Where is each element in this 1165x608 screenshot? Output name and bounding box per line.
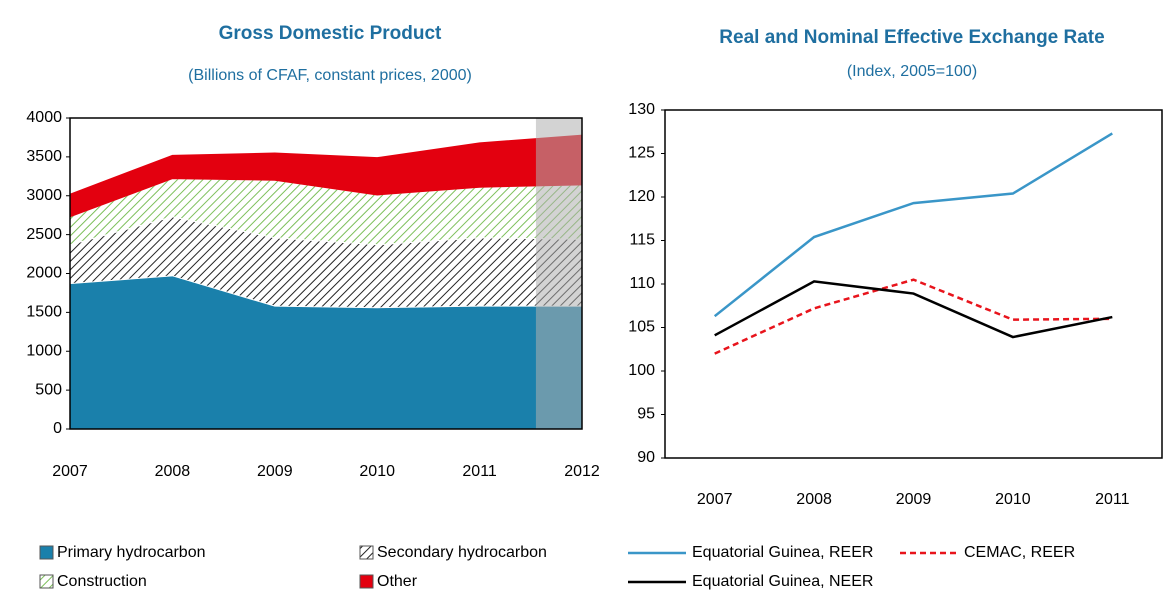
- x-tick-label: 2010: [359, 463, 395, 480]
- legend-label: Construction: [57, 573, 147, 590]
- line: [714, 278, 1113, 355]
- chart-title: Gross Domestic Product: [219, 23, 442, 44]
- y-tick-label: 90: [637, 449, 655, 466]
- y-tick-label: 125: [628, 145, 655, 162]
- plots: 0 500 1000 1500 2000 2500 3000 3500 4000 2007 2008…: [26, 101, 1163, 590]
- x-tick-label: 2010: [995, 491, 1031, 508]
- y-tick-label: 120: [628, 188, 655, 205]
- y-tick-label: 115: [629, 232, 655, 249]
- legend-swatch: [39, 545, 54, 560]
- legend-label: Equatorial Guinea, NEER: [692, 573, 873, 590]
- x-tick-label: 2011: [462, 463, 497, 480]
- legend-swatch: [359, 545, 374, 560]
- y-tick-label: 3500: [26, 148, 62, 165]
- legend-label: Primary hydrocarbon: [57, 544, 206, 561]
- y-tick-label: 130: [628, 101, 655, 118]
- y-tick-label: 105: [628, 319, 655, 336]
- y-tick-label: 1000: [26, 342, 62, 359]
- y-tick-label: 500: [35, 381, 62, 398]
- legend-swatch: [359, 574, 374, 589]
- chart-subtitle: (Index, 2005=100): [847, 63, 977, 80]
- legend-label: Other: [377, 573, 418, 590]
- y-tick-label: 1500: [26, 304, 62, 321]
- chart-title: Real and Nominal Effective Exchange Rate: [719, 27, 1104, 48]
- line: [714, 280, 1113, 339]
- legend-label: Equatorial Guinea, REER: [692, 544, 873, 561]
- y-tick-label: 2500: [26, 226, 62, 243]
- plot-frame: [69, 117, 583, 430]
- x-tick-label: 2008: [796, 491, 832, 508]
- legend-label: Secondary hydrocarbon: [377, 544, 547, 561]
- y-tick-label: 95: [637, 406, 655, 423]
- projection-shade: [535, 118, 582, 429]
- line: [713, 132, 1113, 318]
- y-tick-label: 3000: [26, 187, 62, 204]
- x-tick-label: 2012: [564, 463, 600, 480]
- x-tick-label: 2011: [1095, 491, 1130, 508]
- y-tick-label: 0: [53, 420, 62, 437]
- y-tick-label: 110: [629, 275, 655, 292]
- x-tick-label: 2009: [896, 491, 932, 508]
- legend-label: CEMAC, REER: [964, 544, 1075, 561]
- chart-subtitle: (Billions of CFAF, constant prices, 2000…: [188, 67, 472, 84]
- x-tick-label: 2008: [155, 463, 191, 480]
- plot-frame: [664, 109, 1163, 459]
- x-tick-label: 2007: [52, 463, 88, 480]
- x-tick-label: 2007: [697, 491, 733, 508]
- y-tick-label: 4000: [26, 109, 62, 126]
- legend-swatch: [39, 574, 54, 589]
- y-tick-label: 100: [628, 362, 655, 379]
- y-tick-label: 2000: [26, 265, 62, 282]
- x-tick-label: 2009: [257, 463, 293, 480]
